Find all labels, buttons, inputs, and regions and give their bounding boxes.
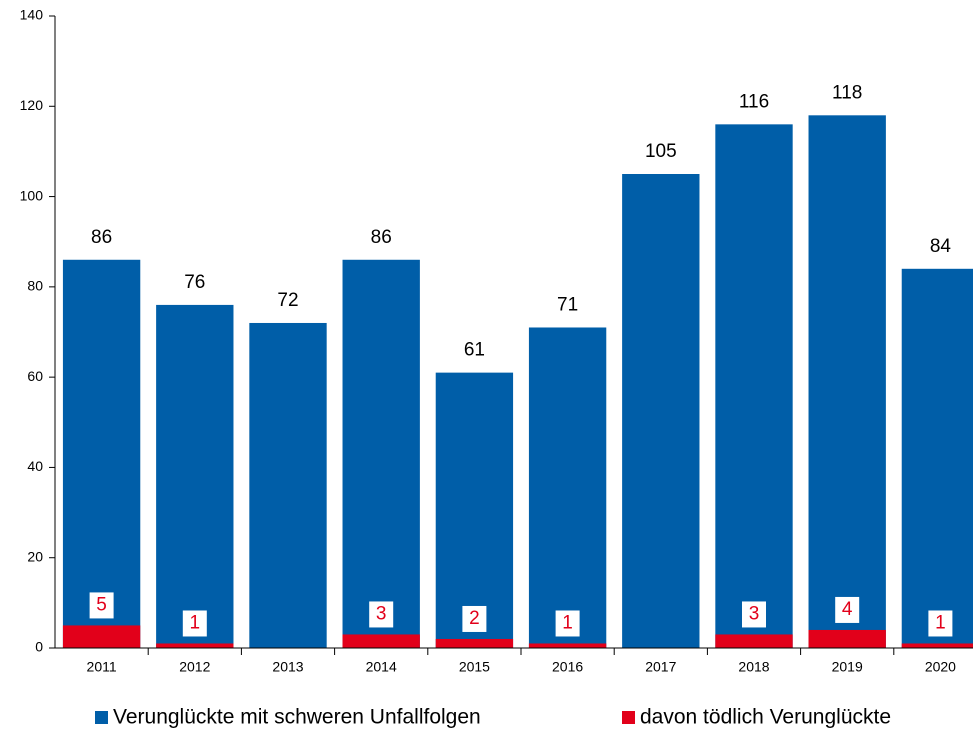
data-label: 1 bbox=[562, 613, 573, 634]
legend-swatch bbox=[622, 711, 635, 724]
data-label-box bbox=[89, 592, 114, 619]
data-label-box bbox=[369, 601, 394, 628]
bar bbox=[715, 124, 793, 649]
legend-label: davon tödlich Verunglückte bbox=[640, 706, 891, 729]
data-label-box bbox=[835, 596, 860, 623]
bar-overlay bbox=[156, 643, 234, 648]
bar bbox=[156, 304, 234, 648]
y-tick-label: 80 bbox=[27, 278, 43, 294]
data-label: 1 bbox=[190, 613, 201, 634]
data-label-box bbox=[462, 605, 487, 632]
bar bbox=[249, 322, 327, 648]
x-tick-label: 2015 bbox=[459, 659, 490, 675]
y-tick-label: 40 bbox=[27, 458, 43, 474]
data-label: 86 bbox=[91, 227, 112, 248]
x-tick-label: 2016 bbox=[552, 659, 583, 675]
bar bbox=[435, 372, 514, 648]
x-tick-label: 2018 bbox=[738, 659, 769, 675]
y-tick-label: 60 bbox=[27, 368, 43, 384]
data-label: 3 bbox=[376, 603, 387, 624]
y-tick-label: 120 bbox=[20, 97, 44, 113]
x-tick-label: 2012 bbox=[179, 659, 210, 675]
data-label: 76 bbox=[184, 272, 205, 293]
bar-overlay bbox=[62, 625, 141, 648]
bar-overlay bbox=[342, 634, 420, 648]
bar-overlay bbox=[715, 634, 793, 648]
bar-overlay bbox=[528, 643, 607, 648]
data-label-box bbox=[555, 610, 580, 637]
x-tick-label: 2014 bbox=[366, 659, 397, 675]
data-label: 5 bbox=[96, 594, 107, 615]
bar bbox=[528, 327, 607, 648]
data-label-box bbox=[742, 601, 766, 628]
bar bbox=[62, 259, 141, 648]
bar-overlay bbox=[808, 629, 886, 648]
data-label: 61 bbox=[464, 340, 485, 361]
data-label: 3 bbox=[749, 603, 760, 624]
legend-label: Verunglückte mit schweren Unfallfolgen bbox=[113, 706, 481, 729]
bar bbox=[342, 259, 420, 648]
data-label: 1 bbox=[935, 613, 946, 634]
y-tick-label: 0 bbox=[35, 639, 43, 655]
bar-overlay bbox=[901, 643, 973, 648]
data-label-box bbox=[182, 610, 207, 637]
x-tick-label: 2013 bbox=[272, 659, 303, 675]
data-label: 4 bbox=[842, 599, 853, 620]
x-tick-label: 2011 bbox=[87, 659, 117, 675]
x-tick-label: 2020 bbox=[925, 659, 956, 675]
data-label: 116 bbox=[739, 91, 769, 112]
data-label: 118 bbox=[832, 82, 862, 103]
data-label-box bbox=[928, 610, 953, 637]
x-tick-label: 2019 bbox=[832, 659, 863, 675]
data-label: 86 bbox=[371, 227, 392, 248]
y-tick-label: 140 bbox=[20, 7, 44, 23]
legend-swatch bbox=[95, 711, 108, 724]
bar bbox=[622, 174, 700, 648]
y-tick-label: 20 bbox=[27, 548, 43, 564]
bar bbox=[808, 115, 886, 649]
data-label: 71 bbox=[557, 295, 578, 316]
y-tick-label: 100 bbox=[20, 187, 44, 203]
bar-overlay bbox=[435, 638, 514, 648]
bar bbox=[901, 268, 973, 648]
data-label: 84 bbox=[930, 236, 952, 257]
data-label: 72 bbox=[277, 290, 298, 311]
data-label: 105 bbox=[645, 141, 677, 162]
x-tick-label: 2017 bbox=[645, 659, 676, 675]
data-label: 2 bbox=[469, 608, 480, 629]
